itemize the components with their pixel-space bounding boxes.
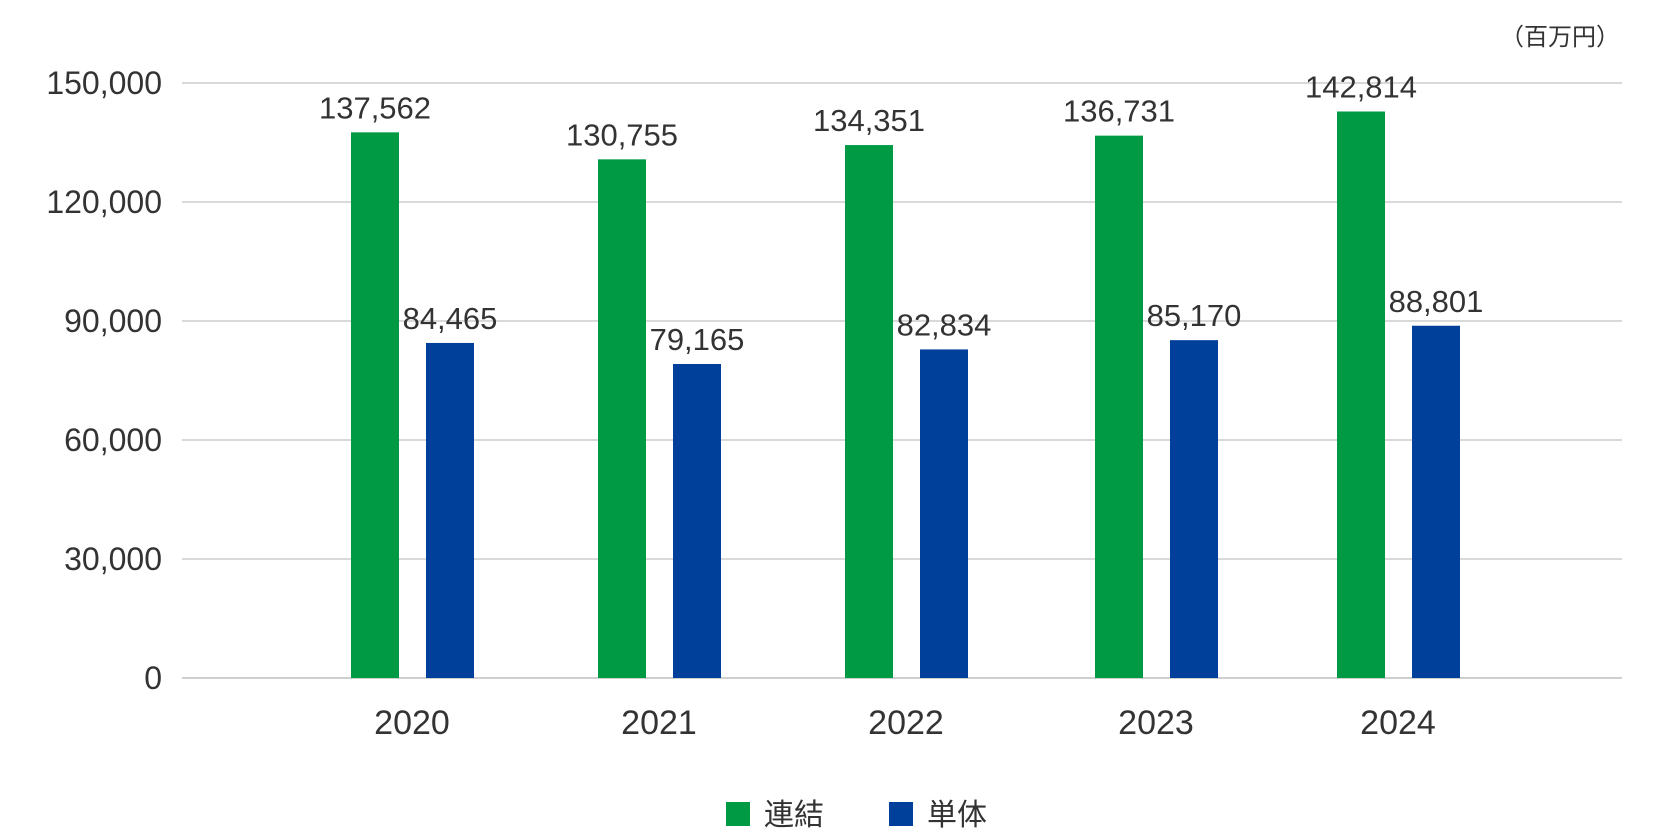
x-tick-label: 2023 — [1118, 704, 1194, 742]
data-labels: 137,562 84,465 130,755 79,165 134,351 82,834 1… — [319, 70, 1483, 357]
y-tick-label: 150,000 — [46, 65, 162, 101]
data-label: 79,165 — [650, 322, 745, 357]
x-tick-label: 2022 — [868, 704, 944, 742]
legend: 連結 単体 — [726, 798, 987, 833]
data-label: 142,814 — [1305, 70, 1417, 105]
data-label: 137,562 — [319, 90, 431, 125]
data-label: 88,801 — [1389, 284, 1484, 319]
x-tick-label: 2020 — [374, 704, 450, 742]
bar-consolidated-2023 — [1095, 135, 1143, 679]
bar-standalone-2020 — [426, 342, 474, 678]
legend-label-standalone: 単体 — [927, 798, 987, 833]
data-label: 134,351 — [813, 103, 925, 138]
data-label: 130,755 — [566, 117, 678, 152]
bar-standalone-2021 — [673, 363, 721, 678]
y-tick-label: 120,000 — [46, 184, 162, 220]
bar-consolidated-2024 — [1337, 111, 1385, 679]
x-tick-label: 2024 — [1360, 704, 1436, 742]
x-tick-label: 2021 — [621, 704, 697, 742]
bar-consolidated-2020 — [351, 132, 399, 678]
legend-swatch-consolidated — [726, 802, 750, 826]
y-tick-label: 30,000 — [64, 541, 162, 577]
data-label: 136,731 — [1063, 94, 1175, 129]
y-axis-ticks: 0 30,000 60,000 90,000 120,000 150,000 — [46, 65, 162, 696]
y-tick-label: 60,000 — [64, 422, 162, 458]
bar-standalone-2024 — [1412, 325, 1460, 678]
data-label: 85,170 — [1147, 298, 1242, 333]
bar-consolidated-2022 — [845, 145, 893, 679]
y-tick-label: 90,000 — [64, 303, 162, 339]
bar-standalone-2022 — [920, 349, 968, 678]
data-label: 82,834 — [897, 307, 992, 342]
x-axis-ticks: 2020 2021 2022 2023 2024 — [374, 704, 1436, 742]
bar-consolidated-2021 — [598, 159, 646, 678]
bar-standalone-2023 — [1170, 340, 1218, 678]
legend-swatch-standalone — [889, 802, 913, 826]
data-label: 84,465 — [403, 301, 498, 336]
unit-label: （百万円） — [1500, 23, 1620, 51]
y-tick-label: 0 — [144, 660, 162, 696]
legend-label-consolidated: 連結 — [764, 798, 824, 833]
bars — [351, 111, 1460, 679]
